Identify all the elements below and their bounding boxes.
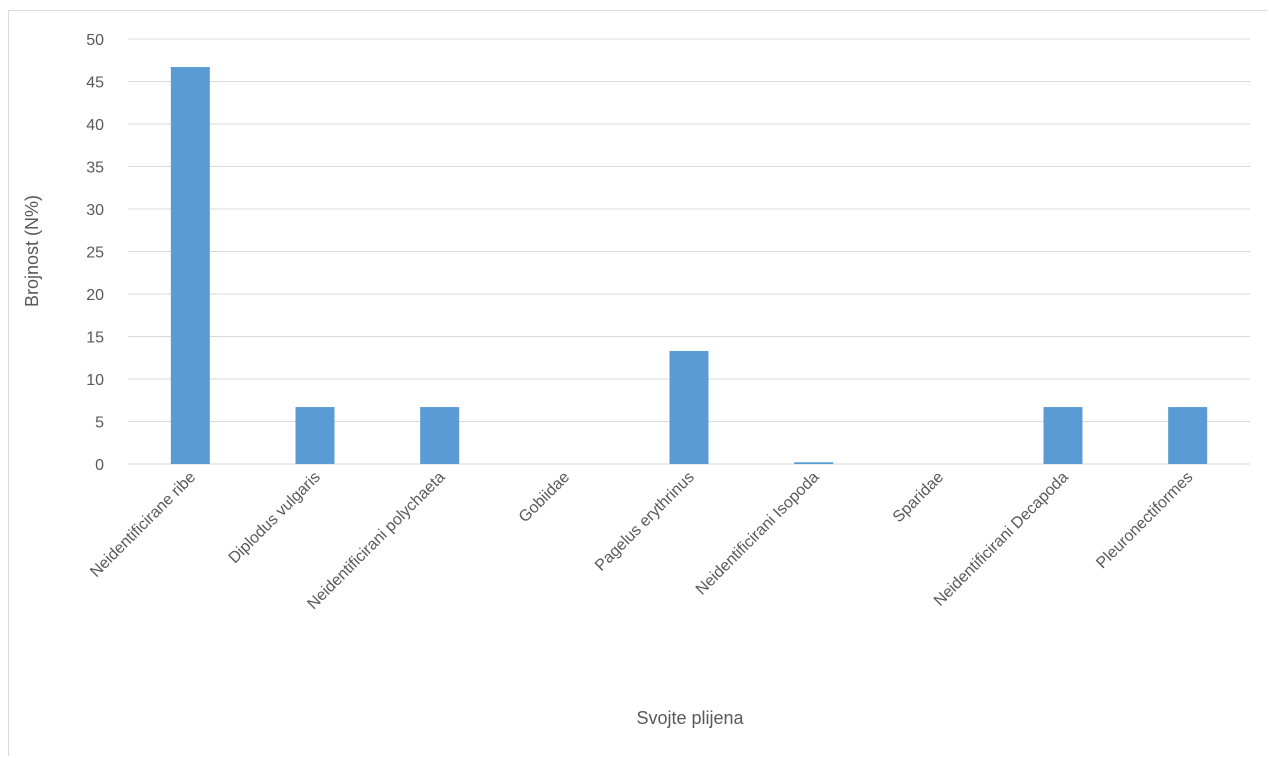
bar [295,407,335,464]
x-tick-label: Diplodus vulgaris [226,469,324,567]
y-tick-label: 0 [95,457,104,474]
x-tick-label: Sparidae [890,469,947,526]
bars [170,67,1208,465]
x-tick-label: Pagelus erythrinus [592,469,698,575]
chart-frame [8,10,1267,756]
bar [1043,407,1083,464]
y-tick-label: 5 [95,415,104,432]
y-tick-label: 10 [86,372,104,389]
y-tick-label: 45 [86,75,104,92]
x-tick-label: Neidentificirani polychaeta [304,469,448,613]
y-tick-label: 20 [86,287,104,304]
bar [1168,407,1208,464]
bar [420,407,460,464]
y-axis-title: Brojnost (N%) [22,195,42,307]
y-tick-label: 30 [86,202,104,219]
x-tick-label: Pleuronectiformes [1093,469,1196,572]
y-tick-label: 35 [86,160,104,177]
bar [669,350,709,464]
y-tick-label: 40 [86,117,104,134]
x-tick-label: Neidentificirani Decapoda [931,469,1072,610]
x-tick-label: Neidentificirane ribe [87,469,199,581]
bar [794,462,834,464]
y-tick-labels: 0 5 10 15 20 25 30 35 40 45 50 [86,32,104,474]
x-axis-title: Svojte plijena [636,708,744,728]
bar [170,67,210,465]
x-tick-labels: Neidentificirane ribe Diplodus vulgarisNe… [87,469,1196,613]
y-tick-label: 15 [86,330,104,347]
y-tick-label: 25 [86,245,104,262]
x-tick-label: Gobiidae [516,469,573,526]
x-tick-label: Neidentificirani Isopoda [693,469,823,599]
y-tick-label: 50 [86,32,104,49]
